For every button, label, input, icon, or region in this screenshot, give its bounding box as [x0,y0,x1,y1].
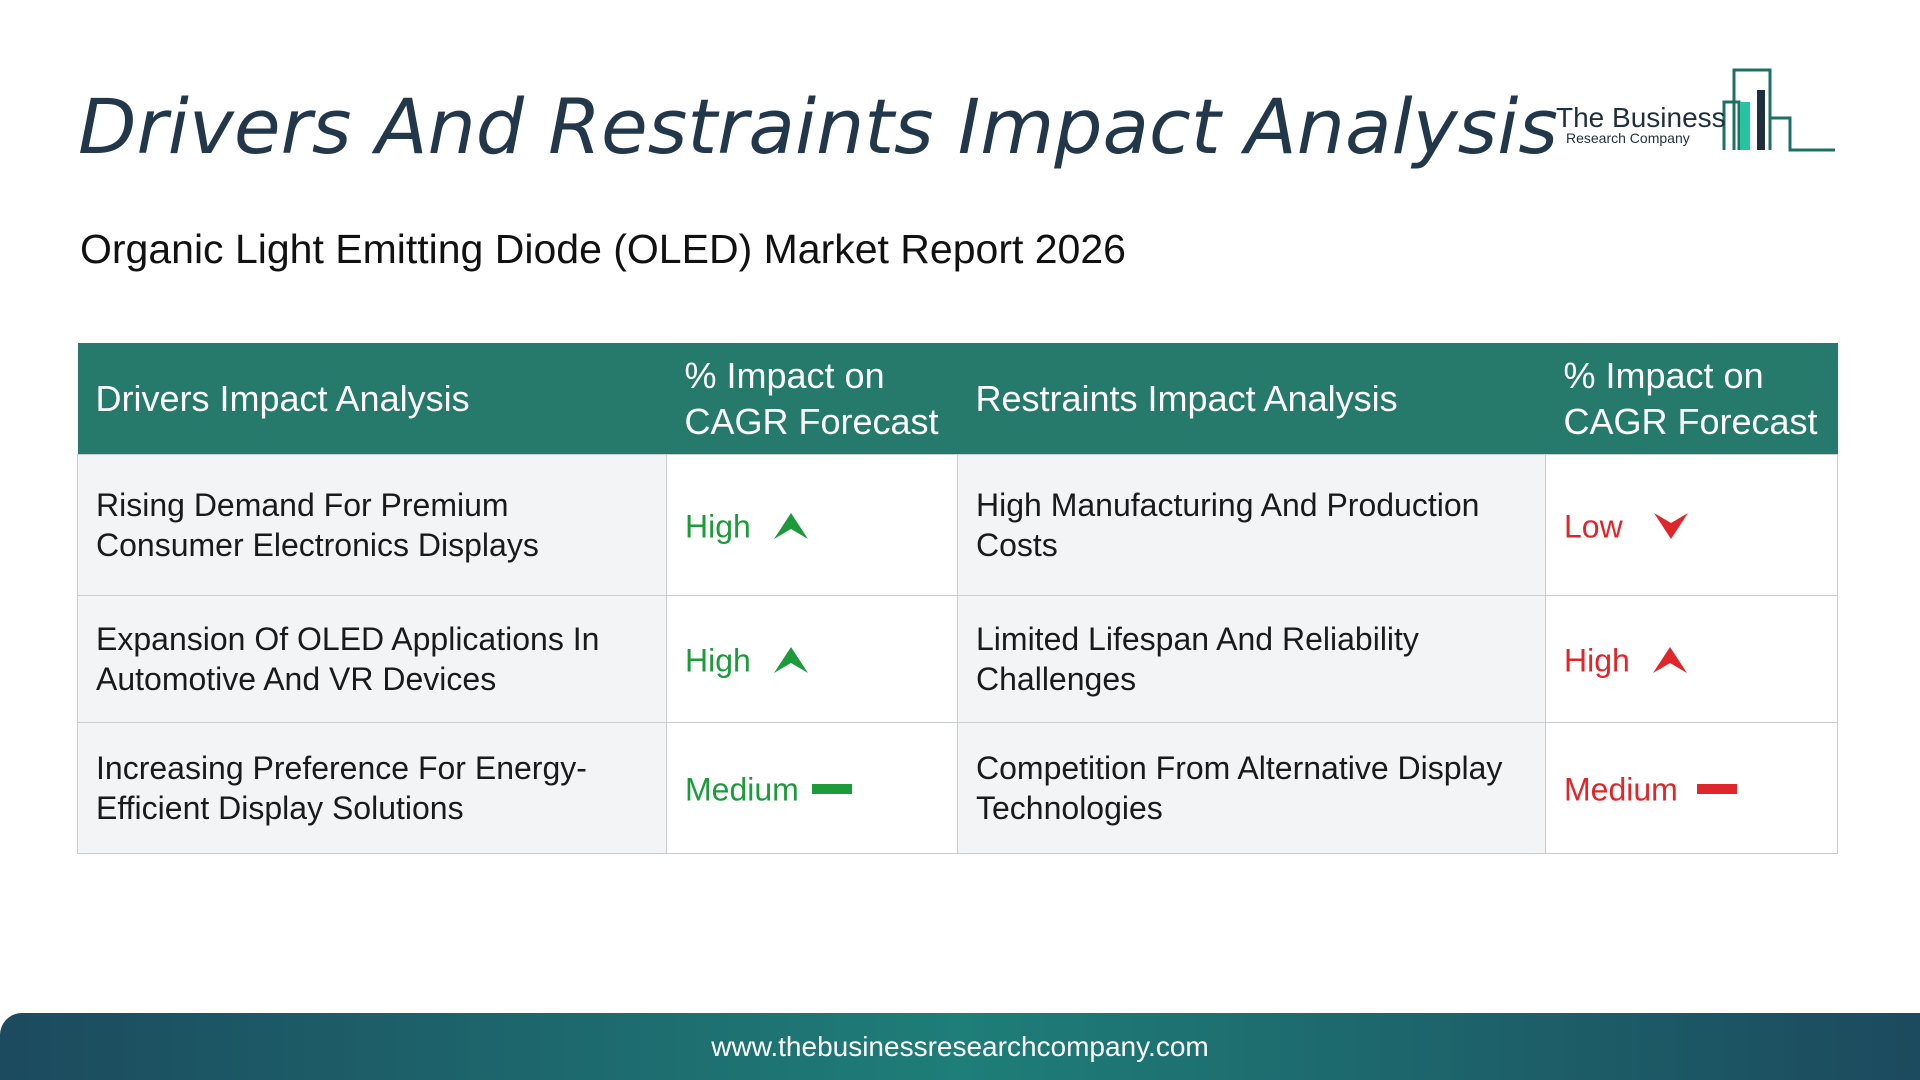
driver-factor: Expansion Of OLED Applications In Automo… [77,595,667,723]
page-title: Drivers And Restraints Impact Analysis [78,82,1558,171]
restraint-impact-column-header: % Impact on CAGR Forecast [1545,343,1838,455]
restraint-factor: Limited Lifespan And Reliability Challen… [957,595,1546,723]
down-arrow-icon [1653,513,1688,540]
table-header-row: Drivers Impact Analysis % Impact on CAGR… [77,343,1838,455]
website-url[interactable]: www.thebusinessresearchcompany.com [711,1030,1209,1062]
table-row: Expansion Of OLED Applications In Automo… [77,595,1838,723]
restraint-impact-level: Medium [1564,771,1678,808]
up-arrow-icon [1652,647,1687,674]
driver-impact-level: High [685,508,751,545]
restraints-column-header: Restraints Impact Analysis [957,343,1546,455]
report-subtitle: Organic Light Emitting Diode (OLED) Mark… [80,226,1126,272]
up-arrow-icon [773,647,808,674]
restraint-impact: Low [1545,454,1838,596]
restraint-factor: High Manufacturing And Production Costs [957,454,1546,596]
bar-chart-logo-icon [1722,68,1835,152]
driver-factor: Increasing Preference For Energy-Efficie… [77,722,667,854]
driver-factor: Rising Demand For Premium Consumer Elect… [77,454,667,596]
restraint-impact-level: Low [1564,508,1623,545]
logo-line-1: The Business [1556,102,1726,133]
restraint-impact: Medium [1545,722,1838,854]
driver-impact: Medium [666,722,958,854]
driver-impact-level: High [685,642,751,679]
footer-bar: www.thebusinessresearchcompany.com [0,1013,1920,1080]
restraint-factor: Competition From Alternative Display Tec… [957,722,1546,854]
company-logo: The Business Research Company [1552,66,1837,156]
driver-impact-level: Medium [685,771,799,808]
up-arrow-icon [773,513,808,540]
logo-line-2: Research Company [1566,130,1690,146]
table-row: Rising Demand For Premium Consumer Elect… [77,454,1838,596]
table-row: Increasing Preference For Energy-Efficie… [77,722,1838,854]
dash-icon [1696,784,1737,795]
dash-icon [811,784,852,795]
driver-impact: High [666,595,958,723]
restraint-impact: High [1545,595,1838,723]
driver-impact-column-header: % Impact on CAGR Forecast [666,343,958,455]
impact-table: Drivers Impact Analysis % Impact on CAGR… [77,343,1838,854]
restraint-impact-level: High [1564,642,1630,679]
drivers-column-header: Drivers Impact Analysis [77,343,667,455]
driver-impact: High [666,454,958,596]
